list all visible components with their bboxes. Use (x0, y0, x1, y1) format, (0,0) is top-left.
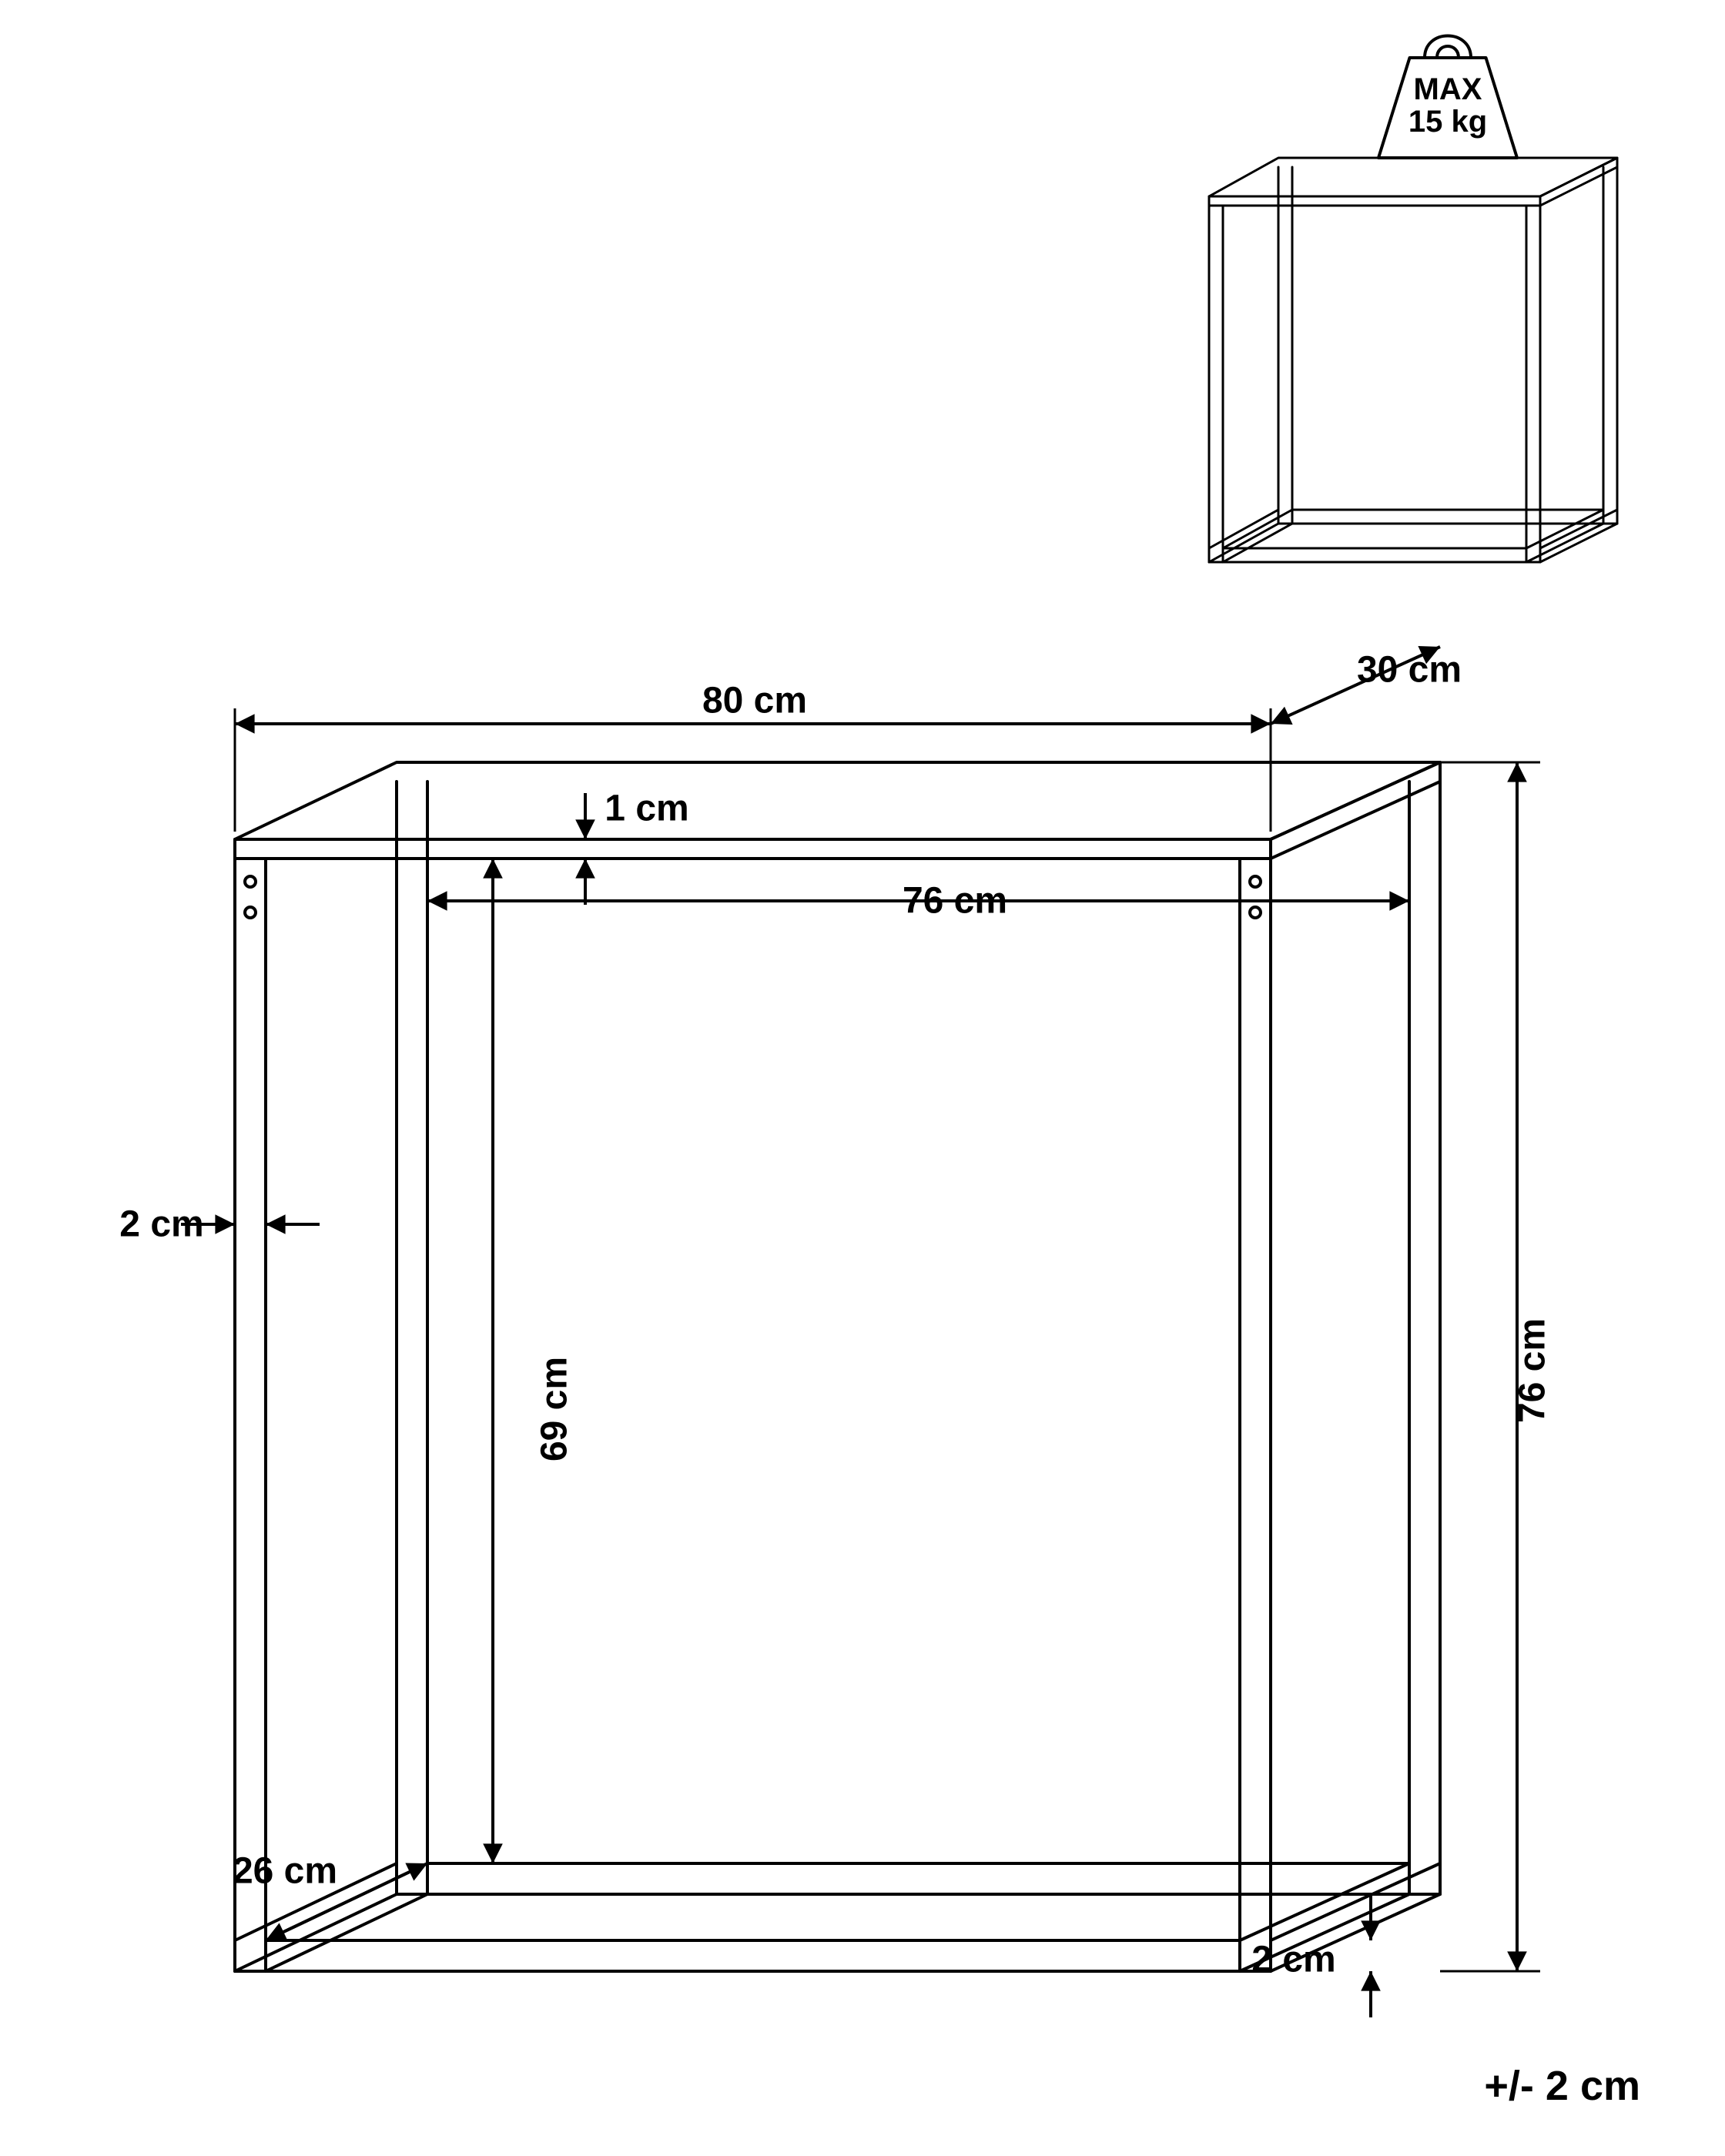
dim-leg-thk-2: 2 cm (119, 1204, 203, 1246)
dim-inner-depth-26: 26 cm (233, 1850, 337, 1893)
max-weight-line2: 15 kg (1394, 105, 1502, 138)
dim-bottom-rail-2: 2 cm (1251, 1939, 1335, 1981)
dim-total-height-76: 76 cm (1512, 1318, 1554, 1423)
diagram-canvas (0, 0, 1725, 2156)
dim-inner-height-69: 69 cm (534, 1357, 576, 1461)
dim-depth-30: 30 cm (1357, 649, 1462, 691)
dim-width-80: 80 cm (702, 680, 807, 722)
dim-thickness-1: 1 cm (605, 788, 688, 830)
dim-inner-width-76: 76 cm (903, 880, 1007, 922)
tolerance-note: +/- 2 cm (1484, 2062, 1640, 2110)
max-weight-label: MAX 15 kg (1394, 73, 1502, 138)
max-weight-line1: MAX (1394, 73, 1502, 105)
